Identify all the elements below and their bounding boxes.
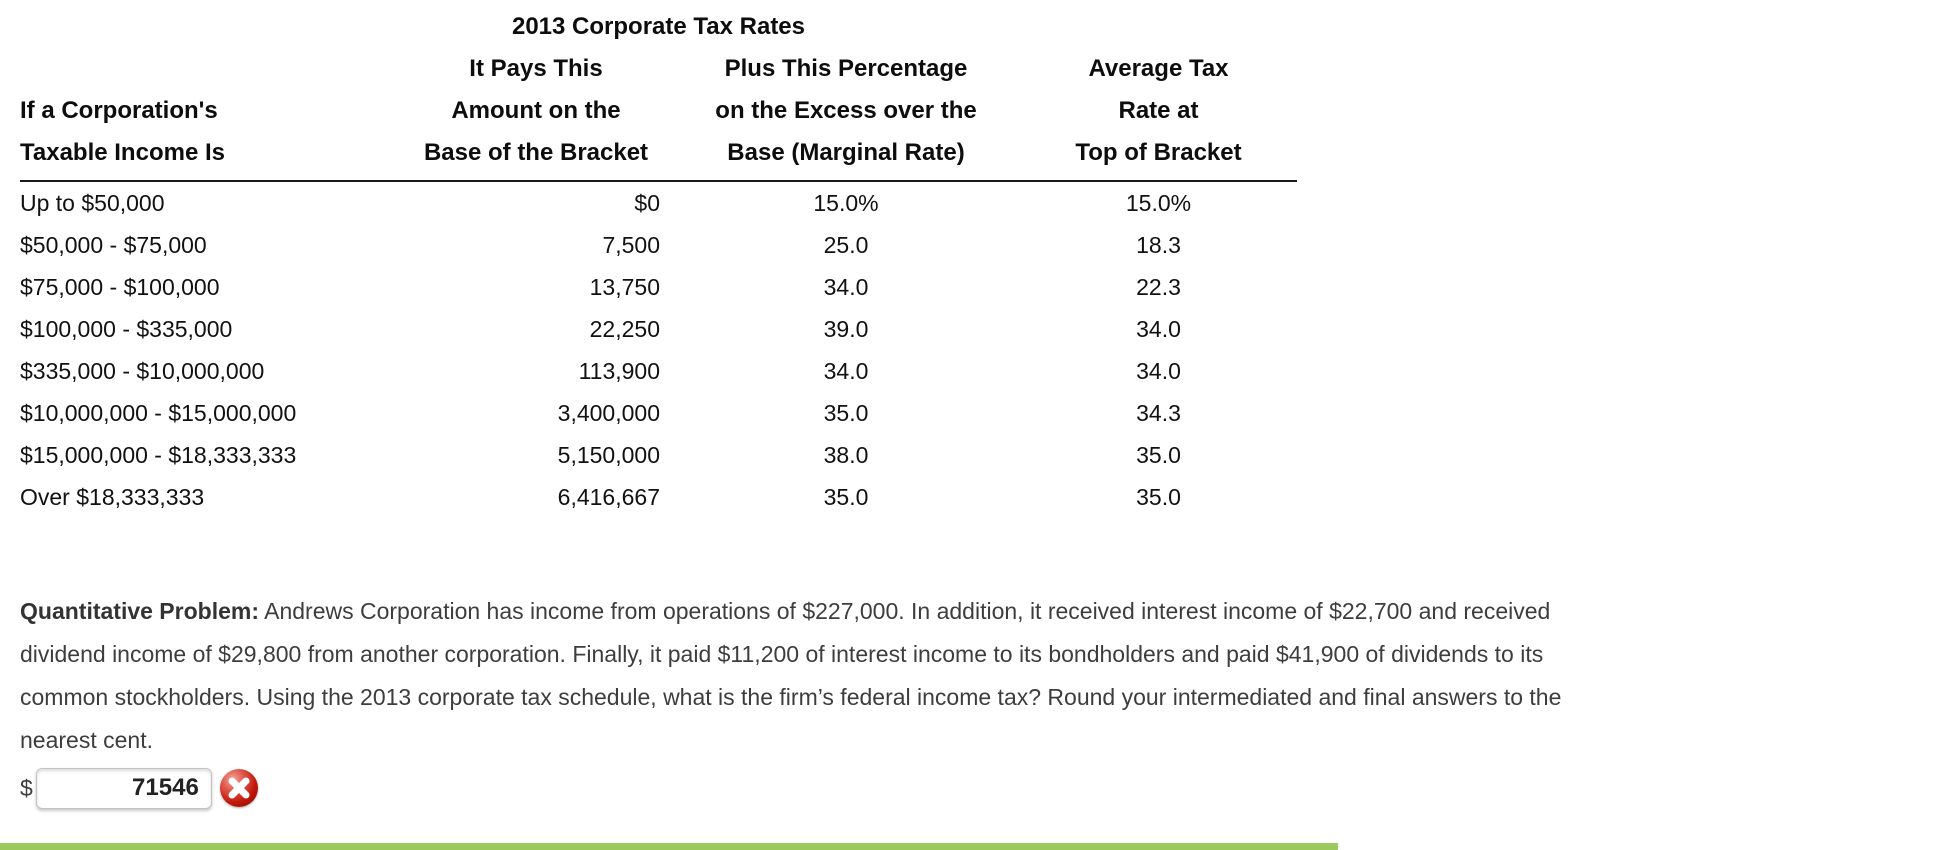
- problem-label: Quantitative Problem:: [20, 598, 259, 624]
- table-row: $15,000,000 - $18,333,333 5,150,000 38.0…: [20, 442, 1181, 468]
- tax-rate-table: 2013 Corporate Tax Rates If a Corporatio…: [20, 6, 1297, 518]
- table-row: Over $18,333,333 6,416,667 35.0 35.0: [20, 484, 1181, 510]
- header-marginal-rate: Plus This Percentage on the Excess over …: [715, 55, 977, 166]
- table-row: $100,000 - $335,000 22,250 39.0 34.0: [20, 316, 1181, 342]
- table-row: $50,000 - $75,000 7,500 25.0 18.3: [20, 232, 1181, 258]
- problem-line: dividend income of $29,800 from another …: [20, 641, 1544, 667]
- problem-statement: Quantitative Problem: Andrews Corporatio…: [20, 590, 1915, 762]
- incorrect-x-icon: [219, 769, 258, 807]
- header-taxable-income: If a Corporation's Taxable Income Is: [20, 97, 225, 166]
- problem-line: Quantitative Problem: Andrews Corporatio…: [20, 590, 1915, 633]
- bottom-divider-bar: [0, 843, 1338, 850]
- header-average-rate: Average Tax Rate at Top of Bracket: [1075, 55, 1242, 166]
- answer-input[interactable]: [35, 767, 212, 809]
- problem-line: common stockholders. Using the 2013 corp…: [20, 684, 1562, 710]
- header-base-amount: It Pays This Amount on the Base of the B…: [423, 55, 649, 166]
- answer-row: $: [20, 765, 258, 811]
- table-row: $75,000 - $100,000 13,750 34.0 22.3: [20, 274, 1181, 300]
- table-row: $335,000 - $10,000,000 113,900 34.0 34.0: [20, 358, 1181, 384]
- problem-line: nearest cent.: [20, 727, 153, 753]
- table-row: Up to $50,000 $0 15.0% 15.0%: [20, 190, 1192, 216]
- currency-label: $: [20, 774, 33, 801]
- table-title: 2013 Corporate Tax Rates: [511, 13, 805, 40]
- table-header-row: If a Corporation's Taxable Income Is It …: [20, 48, 1297, 182]
- problem-text: Andrews Corporation has income from oper…: [258, 598, 1551, 624]
- table-row: $10,000,000 - $15,000,000 3,400,000 35.0…: [20, 400, 1181, 426]
